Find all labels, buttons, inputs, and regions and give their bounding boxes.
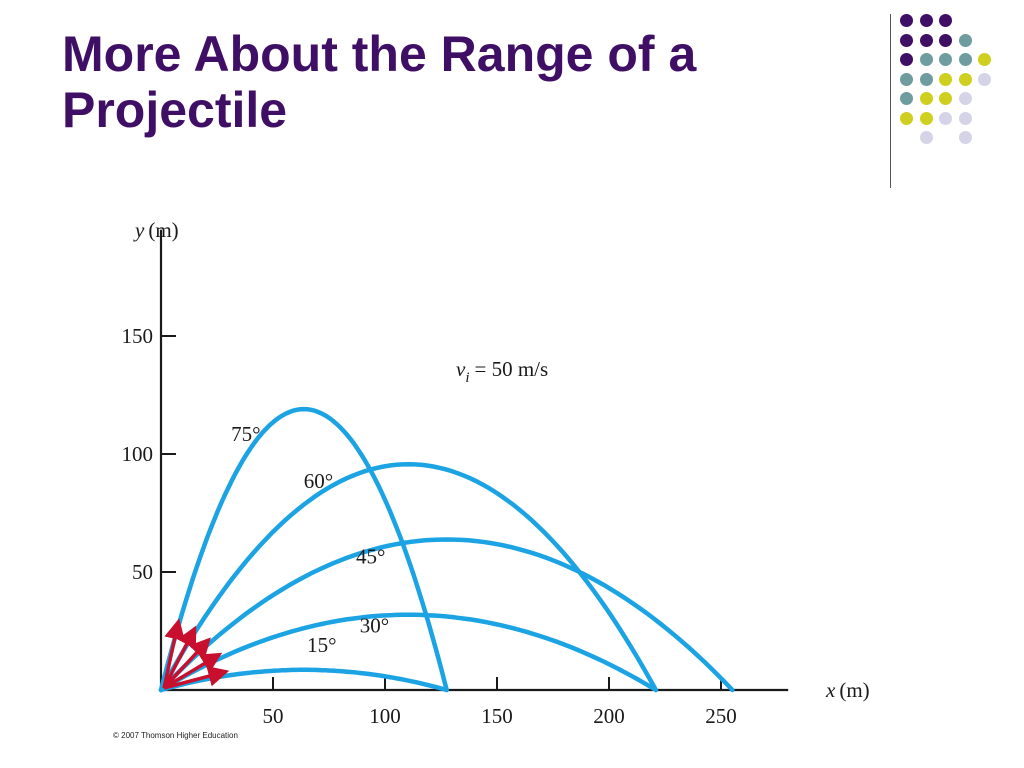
decorative-dot [900,33,913,47]
decorative-dot [939,72,952,86]
decorative-dot [939,53,952,66]
velocity-arrow-15 [163,665,230,690]
y-tick-label: 50 [132,560,153,584]
decorative-dot [958,33,972,47]
initial-velocity-label: vi = 50 m/s [456,357,548,386]
decorative-dot [958,72,972,86]
axes: 50 100 150 200 250 50 100 150 [122,229,789,728]
decorative-dot [919,14,933,27]
velocity-value: = 50 m/s [475,357,549,381]
x-tick-label: 200 [593,704,625,728]
y-tick-label: 100 [122,442,154,466]
y-axis-var: y [133,218,145,242]
decorative-dot [939,14,952,27]
curve-labels: 75° 60° 45° 30° 15° [231,422,389,657]
decorative-dot [958,53,972,66]
decorative-dot [958,111,972,125]
title-divider-line [890,14,891,188]
x-axis-unit: (m) [839,678,869,702]
y-tick-label: 150 [122,324,154,348]
y-axis-label: y (m) [133,218,179,242]
decorative-dot [900,14,913,27]
decorative-dot [900,92,913,105]
decorative-dot [919,111,933,125]
curve-label-15: 15° [307,633,336,657]
curve-label-45: 45° [356,544,385,568]
trajectory-curves [158,406,735,693]
x-tick-label: 50 [263,704,284,728]
x-tick-label: 100 [369,704,401,728]
decorative-dot [900,72,913,86]
trajectory-30 [158,612,659,693]
x-axis-label: x (m) [825,678,870,702]
decorative-dot [900,53,913,66]
curve-label-30: 30° [360,614,389,638]
velocity-arrow-45 [162,637,211,690]
decorative-dot [939,33,952,47]
curve-label-60: 60° [304,469,333,493]
velocity-arrows [162,618,230,690]
curve-label-75: 75° [231,422,260,446]
trajectory-60 [158,461,659,693]
decorative-dot [958,131,972,144]
velocity-arrow-30 [163,652,223,690]
slide-title: More About the Range of a Projectile [62,26,697,138]
decorative-dot [939,92,952,105]
decorative-dot-grid [900,14,1020,164]
decorative-dot [919,92,933,105]
decorative-dot [939,111,952,125]
velocity-arrow-75 [162,618,185,689]
decorative-dot [919,33,933,47]
decorative-dot [978,72,991,86]
copyright-notice: © 2007 Thomson Higher Education [113,731,238,740]
decorative-dot [919,72,933,86]
velocity-var: v [456,357,466,381]
trajectory-75 [158,406,449,693]
x-axis-var: x [825,678,836,702]
velocity-subscript: i [465,370,469,386]
x-tick-label: 150 [481,704,513,728]
decorative-dot [978,53,991,66]
y-axis-unit: (m) [148,218,178,242]
decorative-dot [919,131,933,144]
decorative-dot [958,92,972,105]
trajectory-45 [158,537,735,693]
decorative-dot [919,53,933,66]
trajectory-15 [158,667,449,693]
x-tick-label: 250 [705,704,737,728]
decorative-dot [900,111,913,125]
